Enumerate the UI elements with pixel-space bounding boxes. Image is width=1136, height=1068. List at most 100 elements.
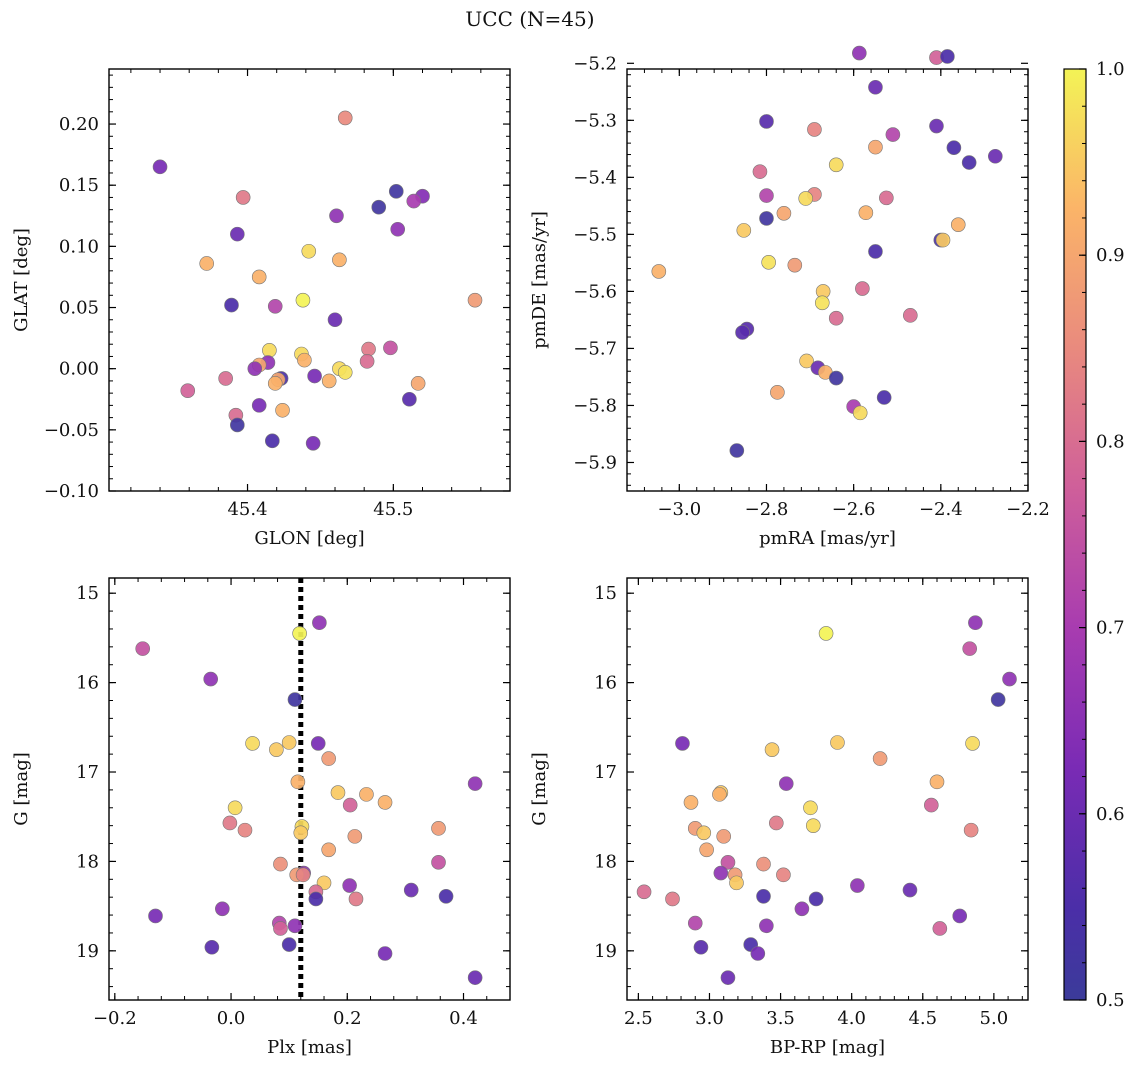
scatter-point bbox=[410, 376, 426, 391]
scatter-point bbox=[828, 370, 844, 386]
scatter-point bbox=[885, 127, 901, 142]
scatter-point bbox=[321, 842, 336, 858]
scatter-point bbox=[467, 292, 483, 308]
y-tick-label: −0.05 bbox=[44, 420, 99, 441]
x-tick-label: −2.2 bbox=[1006, 499, 1050, 520]
x-tick-label: 3.5 bbox=[766, 1008, 795, 1029]
scatter-point bbox=[310, 736, 326, 751]
scatter-point bbox=[693, 939, 709, 955]
x-axis-label: BP-RP [mag] bbox=[770, 1037, 885, 1058]
scatter-point bbox=[750, 946, 766, 961]
scatter-point bbox=[245, 736, 260, 751]
panel-bprp-g: 2.5 3.0 3.5 4.0 4.5 5.0 15 16 17 18 19 BP-RP [mag] G… bbox=[529, 577, 1029, 1058]
scatter-point bbox=[388, 184, 404, 199]
scatter-point bbox=[329, 208, 344, 224]
scatter-point bbox=[736, 223, 752, 238]
scatter-point bbox=[180, 383, 196, 398]
scatter-point bbox=[929, 774, 945, 790]
scatter-point bbox=[275, 402, 290, 418]
scatter-point bbox=[383, 340, 398, 356]
scatter-point bbox=[769, 815, 784, 831]
figure-title: UCC (N=45) bbox=[465, 7, 594, 31]
scatter-point bbox=[222, 815, 238, 831]
scatter-point bbox=[798, 191, 814, 206]
scatter-point bbox=[230, 417, 245, 433]
scatter-point bbox=[924, 797, 939, 813]
scatter-point bbox=[872, 751, 888, 766]
y-tick-label: −5.6 bbox=[573, 281, 617, 302]
scatter-point bbox=[227, 800, 243, 816]
scatter-point bbox=[990, 692, 1006, 707]
scatter-point bbox=[402, 391, 417, 407]
scatter-point bbox=[696, 825, 712, 841]
scatter-point bbox=[337, 110, 353, 126]
scatter-point bbox=[759, 188, 774, 203]
y-tick-label: 0.20 bbox=[59, 114, 99, 135]
scatter-point bbox=[321, 373, 337, 389]
y-tick-label: 16 bbox=[594, 673, 617, 694]
scatter-point bbox=[308, 891, 324, 907]
scatter-point bbox=[431, 821, 446, 836]
scatter-point bbox=[759, 114, 774, 129]
colorbar-tick-label: 0.9 bbox=[1096, 245, 1125, 266]
scatter-point bbox=[307, 368, 322, 384]
scatter-point bbox=[287, 692, 303, 707]
scatter-point bbox=[292, 626, 307, 641]
scatter-point bbox=[830, 735, 845, 750]
colorbar-tick-label: 0.6 bbox=[1096, 804, 1125, 825]
scatter-point bbox=[347, 829, 363, 844]
y-tick-label: 17 bbox=[76, 762, 99, 783]
scatter-point bbox=[359, 787, 374, 802]
scatter-point bbox=[403, 882, 419, 898]
scatter-point bbox=[342, 797, 358, 813]
scatter-point bbox=[135, 641, 151, 656]
scatter-point bbox=[295, 292, 311, 308]
scatter-point bbox=[935, 232, 951, 248]
scatter-point bbox=[305, 435, 321, 451]
scatter-point bbox=[735, 325, 750, 340]
scatter-point bbox=[858, 205, 874, 221]
scatter-point bbox=[803, 800, 818, 816]
colorbar: 0.5 0.6 0.7 0.8 0.9 1.0 bbox=[1063, 59, 1125, 1011]
y-tick-label: −5.4 bbox=[573, 167, 617, 188]
scatter-point bbox=[431, 855, 446, 870]
scatter-point bbox=[251, 269, 267, 285]
x-tick-label: 0.2 bbox=[333, 1008, 362, 1029]
scatter-point bbox=[301, 243, 317, 259]
scatter-point bbox=[799, 353, 814, 369]
scatter-point bbox=[756, 856, 771, 872]
scatter-point bbox=[215, 901, 230, 917]
x-tick-label: 2.5 bbox=[624, 1008, 653, 1029]
scatter-point bbox=[332, 252, 347, 268]
scatter-point bbox=[636, 884, 652, 900]
scatter-point bbox=[764, 742, 780, 757]
panel-plx-g: −0.2 0.0 0.2 0.4 15 16 17 18 19 Plx [mas] G [mag] bbox=[11, 577, 511, 1058]
scatter-point bbox=[868, 79, 883, 95]
scatter-point bbox=[787, 257, 803, 273]
scatter-point bbox=[377, 946, 393, 961]
scatter-point bbox=[687, 915, 703, 931]
scatter-point bbox=[377, 795, 393, 810]
scatter-point bbox=[273, 921, 288, 936]
scatter-point bbox=[903, 308, 918, 323]
scatter-point bbox=[852, 405, 868, 421]
y-tick-label: −5.8 bbox=[573, 395, 617, 416]
x-tick-label: 5.0 bbox=[980, 1008, 1009, 1029]
scatter-point bbox=[675, 736, 690, 751]
scatter-point bbox=[287, 918, 303, 934]
scatter-point bbox=[224, 297, 239, 313]
scatter-point bbox=[230, 226, 245, 242]
scatter-point bbox=[855, 281, 870, 296]
scatter-point bbox=[852, 45, 867, 61]
y-tick-label: 0.10 bbox=[59, 236, 99, 257]
scatter-point bbox=[808, 891, 824, 907]
scatter-point bbox=[712, 787, 727, 802]
scatter-point bbox=[235, 190, 251, 205]
scatter-point bbox=[359, 354, 375, 369]
scatter-point bbox=[312, 615, 327, 631]
scatter-point bbox=[988, 148, 1003, 164]
scatter-point bbox=[267, 376, 283, 391]
scatter-point bbox=[807, 122, 822, 137]
y-tick-label: 19 bbox=[76, 941, 99, 962]
scatter-point bbox=[759, 211, 774, 226]
